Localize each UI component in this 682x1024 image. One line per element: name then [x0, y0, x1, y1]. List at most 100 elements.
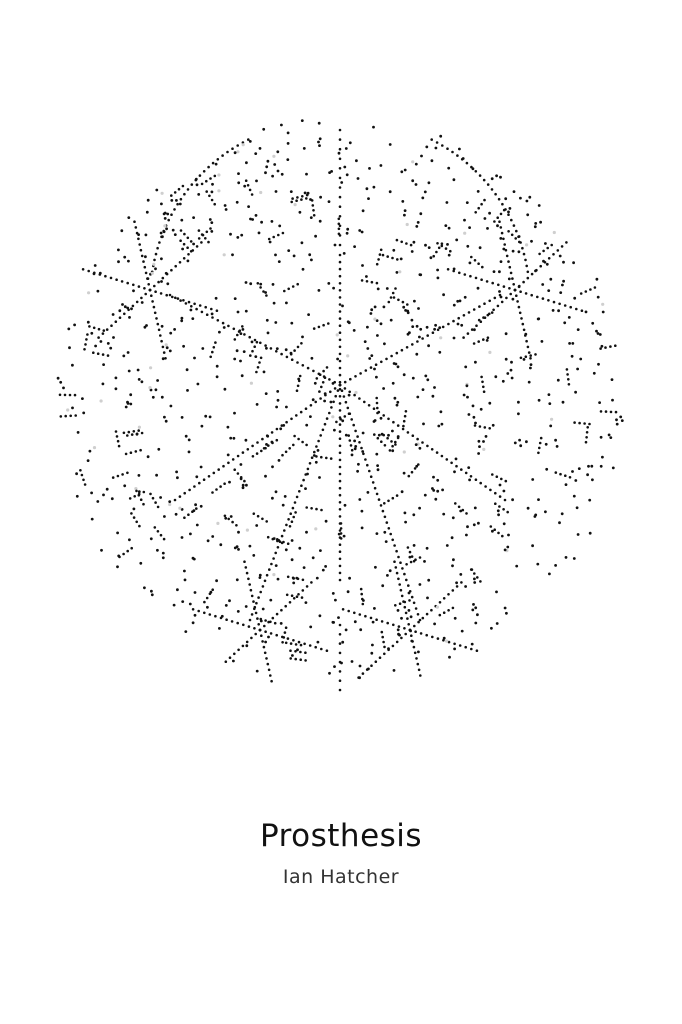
sphere-dot — [497, 513, 500, 517]
sphere-dot — [402, 419, 406, 423]
sphere-dot — [388, 449, 392, 452]
sphere-dot — [585, 431, 589, 434]
sphere-dot — [389, 296, 393, 299]
sphere-dot — [417, 620, 420, 624]
sphere-dot — [208, 194, 211, 198]
sphere-dot — [333, 387, 337, 390]
sphere-dot — [236, 150, 240, 154]
sphere-dot — [221, 154, 224, 157]
sphere-dot — [586, 473, 589, 477]
sphere-dot — [175, 470, 179, 474]
sphere-dot — [403, 511, 407, 515]
sphere-dot — [250, 594, 254, 598]
sphere-dot — [241, 325, 244, 328]
sphere-dot — [590, 464, 594, 468]
sphere-dot — [425, 633, 429, 637]
sphere-dot — [414, 630, 417, 633]
sphere-dot — [524, 332, 528, 336]
sphere-dot — [361, 602, 365, 606]
sphere-dot — [447, 166, 451, 170]
sphere-dot — [338, 557, 342, 561]
sphere-dot — [520, 317, 523, 320]
sphere-dot — [223, 387, 227, 391]
sphere-dot — [235, 200, 239, 204]
sphere-dot — [521, 246, 524, 250]
sphere-dot — [258, 573, 262, 577]
sphere-dot — [291, 576, 295, 580]
sphere-dot — [517, 235, 521, 238]
sphere-dot — [310, 258, 313, 262]
sphere-dot — [272, 557, 275, 560]
sphere-dot — [117, 248, 120, 252]
sphere-dot — [79, 469, 82, 472]
sphere-dot — [551, 309, 555, 312]
sphere-dot — [379, 322, 383, 326]
sphere-dot — [224, 604, 228, 607]
sphere-dot — [160, 202, 163, 206]
sphere-dot — [98, 271, 102, 275]
sphere-dot — [463, 273, 467, 276]
sphere-dot — [211, 491, 214, 494]
sphere-dot — [411, 325, 415, 328]
sphere-dot — [387, 300, 391, 304]
sphere-dot — [334, 394, 338, 398]
sphere-dot — [510, 376, 514, 380]
sphere-dot — [314, 400, 318, 404]
sphere-dot — [126, 281, 129, 285]
sphere-dot — [92, 326, 96, 330]
sphere-dot — [135, 432, 139, 436]
sphere-dot — [160, 191, 164, 195]
sphere-dot — [361, 264, 364, 267]
sphere-dot — [88, 325, 91, 328]
sphere-dot — [415, 464, 419, 468]
sphere-dot — [269, 347, 273, 350]
sphere-dot — [415, 657, 418, 660]
sphere-dot — [200, 310, 204, 314]
sphere-dot — [226, 453, 230, 457]
sphere-dot — [189, 308, 193, 312]
sphere-dot — [598, 333, 602, 336]
sphere-dot — [272, 235, 276, 239]
sphere-dot — [285, 420, 288, 424]
sphere-dot — [290, 558, 294, 562]
sphere-dot — [102, 329, 106, 332]
sphere-dot — [470, 328, 474, 331]
sphere-dot — [358, 397, 361, 400]
sphere-dot — [548, 572, 551, 576]
sphere-dot — [382, 433, 386, 437]
sphere-dot — [482, 385, 485, 389]
sphere-dot — [236, 454, 240, 458]
sphere-dot — [473, 424, 477, 427]
sphere-dot — [337, 232, 341, 236]
sphere-dot — [474, 211, 478, 214]
sphere-dot — [381, 253, 385, 257]
sphere-dot — [425, 145, 429, 149]
sphere-dot — [500, 300, 504, 304]
sphere-dot — [463, 231, 467, 235]
sphere-dot — [366, 325, 369, 329]
sphere-dot — [255, 669, 259, 673]
sphere-dot — [554, 471, 558, 474]
sphere-dot — [467, 413, 471, 416]
sphere-dot — [452, 303, 456, 307]
sphere-dot — [156, 322, 160, 326]
sphere-dot — [587, 464, 590, 468]
sphere-dot — [409, 243, 413, 247]
sphere-dot — [166, 212, 170, 216]
sphere-dot — [250, 636, 253, 640]
sphere-dot — [188, 602, 192, 606]
sphere-dot — [584, 440, 588, 444]
sphere-dot — [338, 167, 342, 170]
sphere-dot — [501, 379, 505, 383]
sphere-dot — [260, 449, 263, 453]
sphere-dot — [149, 492, 152, 496]
sphere-dot — [615, 422, 619, 426]
sphere-dot — [331, 415, 335, 419]
sphere-dot — [419, 632, 423, 635]
sphere-dot — [559, 472, 562, 476]
sphere-dot — [262, 127, 266, 131]
sphere-dot — [371, 620, 375, 624]
sphere-dot — [495, 622, 499, 625]
sphere-dot — [318, 614, 322, 618]
sphere-dot — [337, 151, 341, 155]
